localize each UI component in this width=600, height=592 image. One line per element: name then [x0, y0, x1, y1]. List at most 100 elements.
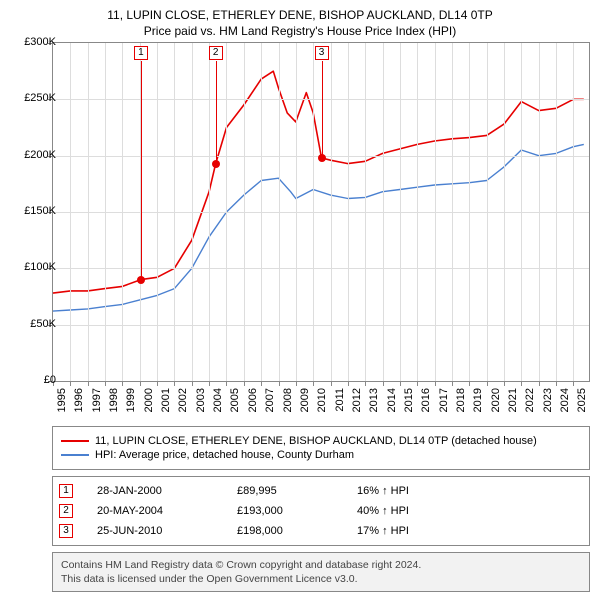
x-tick — [174, 381, 175, 386]
gridline-v — [174, 43, 175, 381]
x-tick-label: 2001 — [160, 388, 172, 412]
gridline-v — [244, 43, 245, 381]
marker-dot — [137, 276, 145, 284]
gridline-v — [261, 43, 262, 381]
gridline-h — [53, 325, 589, 326]
attribution-line1: Contains HM Land Registry data © Crown c… — [61, 558, 581, 572]
x-tick — [140, 381, 141, 386]
marker-price: £198,000 — [237, 525, 357, 537]
x-tick-label: 2016 — [420, 388, 432, 412]
x-tick-label: 2022 — [524, 388, 536, 412]
gridline-v — [279, 43, 280, 381]
x-tick-label: 2019 — [472, 388, 484, 412]
gridline-h — [53, 212, 589, 213]
gridline-v — [192, 43, 193, 381]
x-tick — [435, 381, 436, 386]
x-tick-label: 2011 — [334, 388, 346, 412]
x-tick-label: 2013 — [368, 388, 380, 412]
gridline-v — [417, 43, 418, 381]
x-tick — [417, 381, 418, 386]
gridline-v — [296, 43, 297, 381]
x-tick-label: 2017 — [438, 388, 450, 412]
marker-leader-line — [322, 61, 323, 158]
gridline-v — [539, 43, 540, 381]
marker-date: 25-JUN-2010 — [97, 525, 237, 537]
x-tick — [400, 381, 401, 386]
attribution-box: Contains HM Land Registry data © Crown c… — [52, 552, 590, 592]
x-tick — [383, 381, 384, 386]
x-tick — [521, 381, 522, 386]
marker-flag: 1 — [134, 46, 148, 60]
gridline-h — [53, 268, 589, 269]
legend: 11, LUPIN CLOSE, ETHERLEY DENE, BISHOP A… — [52, 426, 590, 470]
gridline-v — [105, 43, 106, 381]
gridline-v — [400, 43, 401, 381]
y-tick-label: £0 — [44, 374, 56, 386]
x-tick-label: 2010 — [316, 388, 328, 412]
gridline-v — [469, 43, 470, 381]
gridline-v — [348, 43, 349, 381]
x-tick-label: 1998 — [108, 388, 120, 412]
y-tick-label: £300K — [24, 36, 56, 48]
gridline-v — [365, 43, 366, 381]
marker-flag: 3 — [315, 46, 329, 60]
x-tick-label: 2006 — [247, 388, 259, 412]
gridline-v — [313, 43, 314, 381]
marker-price: £89,995 — [237, 485, 357, 497]
gridline-v — [70, 43, 71, 381]
x-tick — [244, 381, 245, 386]
marker-table-row: 220-MAY-2004£193,00040% ↑ HPI — [59, 501, 583, 521]
marker-table-row: 128-JAN-2000£89,99516% ↑ HPI — [59, 481, 583, 501]
x-tick — [226, 381, 227, 386]
x-tick-label: 2004 — [212, 388, 224, 412]
legend-label: HPI: Average price, detached house, Coun… — [95, 449, 354, 461]
marker-hpi: 17% ↑ HPI — [357, 525, 583, 537]
gridline-v — [504, 43, 505, 381]
legend-item-property: 11, LUPIN CLOSE, ETHERLEY DENE, BISHOP A… — [61, 435, 581, 447]
x-tick — [192, 381, 193, 386]
x-tick-label: 2008 — [282, 388, 294, 412]
legend-label: 11, LUPIN CLOSE, ETHERLEY DENE, BISHOP A… — [95, 435, 537, 447]
x-tick — [365, 381, 366, 386]
attribution-line2: This data is licensed under the Open Gov… — [61, 572, 581, 586]
x-tick — [331, 381, 332, 386]
x-tick — [452, 381, 453, 386]
x-tick — [556, 381, 557, 386]
y-tick-label: £50K — [30, 318, 56, 330]
x-tick — [88, 381, 89, 386]
marker-dot — [318, 154, 326, 162]
chart-title-address: 11, LUPIN CLOSE, ETHERLEY DENE, BISHOP A… — [0, 0, 600, 22]
x-tick-label: 2000 — [143, 388, 155, 412]
x-tick-label: 2012 — [351, 388, 363, 412]
x-tick — [105, 381, 106, 386]
x-tick-label: 2014 — [386, 388, 398, 412]
x-tick-label: 1995 — [56, 388, 68, 412]
x-tick-label: 2005 — [229, 388, 241, 412]
x-tick-label: 2007 — [264, 388, 276, 412]
legend-swatch — [61, 440, 89, 442]
gridline-v — [452, 43, 453, 381]
x-tick-label: 2025 — [576, 388, 588, 412]
chart-title-sub: Price paid vs. HM Land Registry's House … — [0, 22, 600, 42]
marker-num-box: 3 — [59, 524, 73, 538]
x-tick-label: 2018 — [455, 388, 467, 412]
x-tick — [313, 381, 314, 386]
x-tick-label: 2021 — [507, 388, 519, 412]
x-tick — [348, 381, 349, 386]
x-tick — [209, 381, 210, 386]
x-tick — [487, 381, 488, 386]
gridline-v — [226, 43, 227, 381]
marker-table-row: 3 25-JUN-2010£198,00017% ↑ HPI — [59, 521, 583, 541]
marker-leader-line — [141, 61, 142, 280]
x-tick-label: 2009 — [299, 388, 311, 412]
x-tick-label: 2015 — [403, 388, 415, 412]
x-tick — [504, 381, 505, 386]
x-tick — [70, 381, 71, 386]
legend-swatch — [61, 454, 89, 456]
gridline-v — [435, 43, 436, 381]
marker-flag: 2 — [209, 46, 223, 60]
y-tick-label: £100K — [24, 261, 56, 273]
x-tick-label: 2003 — [195, 388, 207, 412]
x-tick — [122, 381, 123, 386]
marker-num-box: 1 — [59, 484, 73, 498]
